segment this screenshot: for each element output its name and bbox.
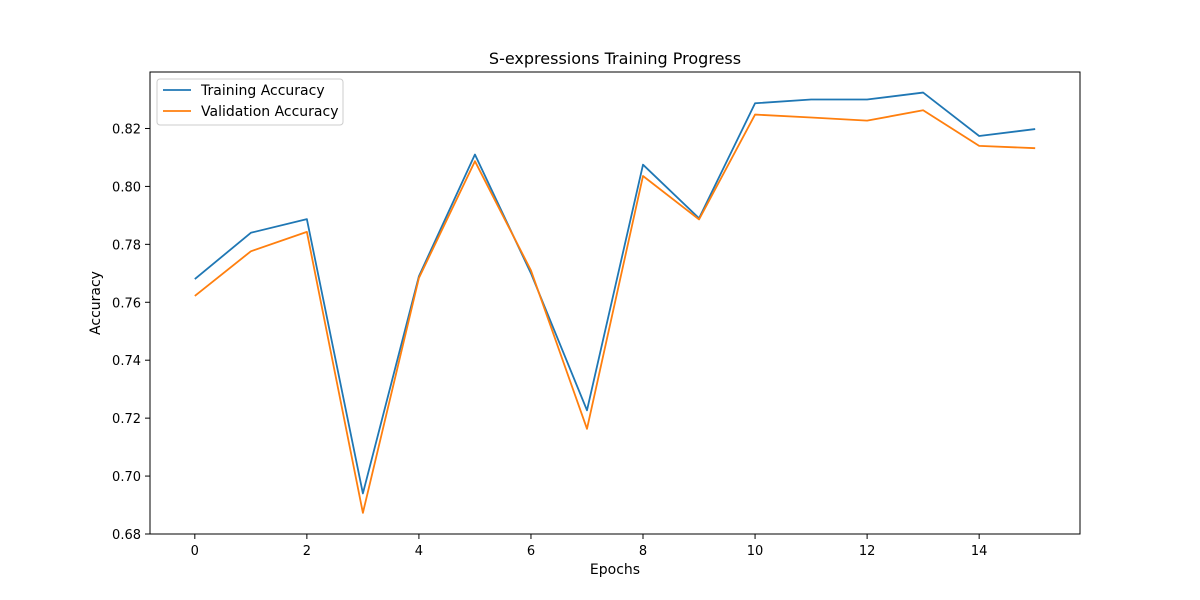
x-tick-label: 8 xyxy=(639,544,647,559)
x-tick-label: 12 xyxy=(859,544,876,559)
y-axis-ticks: 0.68 0.70 0.72 0.74 0.76 0.78 0.80 0.82 xyxy=(112,122,150,543)
y-tick-label: 0.70 xyxy=(112,470,141,485)
x-axis-ticks: 0 2 4 6 8 10 12 14 xyxy=(191,534,988,559)
legend-box xyxy=(156,78,344,126)
plot-lines xyxy=(194,91,1036,514)
x-tick-label: 2 xyxy=(303,544,311,559)
x-tick-label: 14 xyxy=(971,544,988,559)
legend: Training Accuracy Validation Accuracy xyxy=(156,78,344,126)
y-tick-label: 0.78 xyxy=(112,238,141,253)
legend-label: Training Accuracy xyxy=(200,83,325,99)
x-axis-label: Epochs xyxy=(590,562,640,578)
y-tick-label: 0.82 xyxy=(112,122,141,137)
y-axis-label: Accuracy xyxy=(88,271,104,335)
x-tick-label: 0 xyxy=(191,544,199,559)
series-line-training-accuracy xyxy=(194,91,1036,495)
axes xyxy=(149,71,1081,535)
x-tick-label: 10 xyxy=(747,544,764,559)
y-tick-label: 0.80 xyxy=(112,180,141,195)
y-tick-label: 0.72 xyxy=(112,412,141,427)
x-tick-label: 4 xyxy=(415,544,423,559)
legend-label: Validation Accuracy xyxy=(201,104,339,120)
chart-title: S-expressions Training Progress xyxy=(489,49,741,68)
y-tick-label: 0.68 xyxy=(112,528,141,543)
plot-frame xyxy=(149,71,1081,535)
series-line-validation-accuracy xyxy=(194,109,1036,514)
y-tick-label: 0.76 xyxy=(112,296,141,311)
x-tick-label: 6 xyxy=(527,544,535,559)
y-tick-label: 0.74 xyxy=(112,354,141,369)
